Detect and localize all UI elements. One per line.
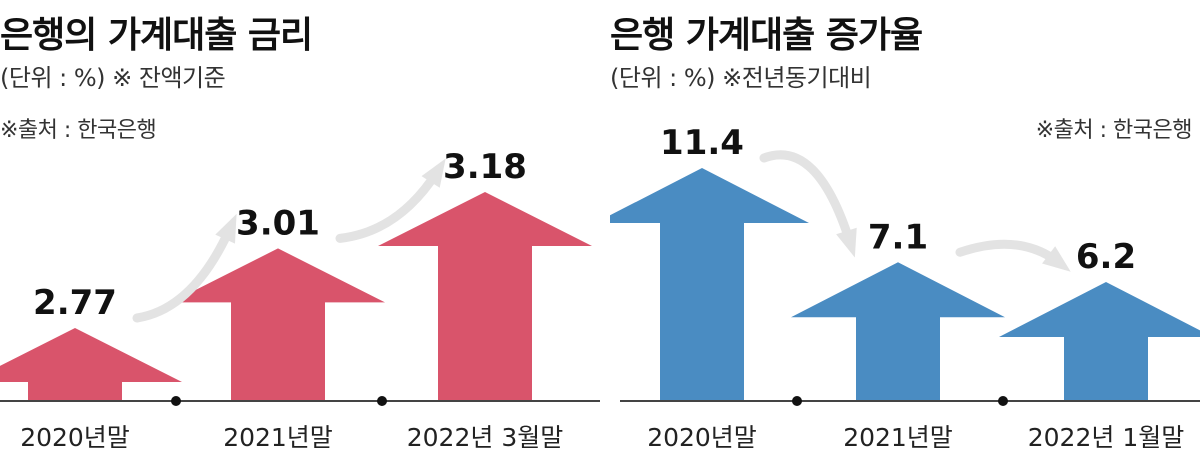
growth-category-label-3: 2022년 1월말 xyxy=(1028,423,1184,452)
rate-chart-unit-note: (단위 : %) ※ 잔액기준 xyxy=(0,64,226,92)
growth-bar-1 xyxy=(610,168,809,400)
growth-category-label-2: 2021년말 xyxy=(843,423,953,452)
growth-trend-arrowhead-1 xyxy=(836,227,857,258)
growth-chart-unit-note: (단위 : %) ※전년동기대비 xyxy=(610,64,872,92)
growth-value-label-1: 11.4 xyxy=(660,123,744,163)
rate-chart-panel: 은행의 가계대출 금리 (단위 : %) ※ 잔액기준 ※출처 : 한국은행 2… xyxy=(0,15,600,452)
growth-trend-arrowhead-2 xyxy=(1042,246,1071,272)
rate-baseline-dot-2 xyxy=(377,396,387,406)
rate-bar-1 xyxy=(0,328,182,400)
rate-value-label-3: 3.18 xyxy=(443,147,527,187)
rate-bar-3 xyxy=(378,192,592,400)
rate-trend-arrow-2 xyxy=(335,167,442,243)
rate-trend-arrow-1 xyxy=(132,223,235,323)
rate-category-label-3: 2022년 3월말 xyxy=(407,423,563,452)
rate-trend-arrowhead-2 xyxy=(421,158,446,188)
growth-trend-arrow-2 xyxy=(955,239,1063,267)
growth-value-label-2: 7.1 xyxy=(868,217,928,257)
rate-category-label-2: 2021년말 xyxy=(223,423,333,452)
rate-chart-svg: 2.77 3.01 3.18 2020년말 2021년말 2022년 3월말 xyxy=(0,147,600,452)
rate-chart-source: ※출처 : 한국은행 xyxy=(0,118,157,143)
growth-bar-3 xyxy=(999,282,1200,400)
rate-bar-2 xyxy=(171,248,385,400)
growth-trend-arrow-1 xyxy=(759,150,855,247)
growth-chart-source: ※출처 : 한국은행 xyxy=(1035,118,1193,143)
rate-value-label-1: 2.77 xyxy=(33,283,117,323)
growth-chart-panel: 은행 가계대출 증가율 (단위 : %) ※전년동기대비 ※출처 : 한국은행 … xyxy=(610,0,1200,458)
growth-baseline-dot-2 xyxy=(998,396,1008,406)
rate-chart-title: 은행의 가계대출 금리 xyxy=(0,15,313,56)
rate-trend-arrowhead-1 xyxy=(215,213,237,244)
rate-category-label-1: 2020년말 xyxy=(20,423,130,452)
growth-category-label-1: 2020년말 xyxy=(647,423,757,452)
growth-bar-2 xyxy=(791,262,1005,400)
growth-baseline-dot-1 xyxy=(792,396,802,406)
rate-baseline-dot-1 xyxy=(171,396,181,406)
growth-chart-title: 은행 가계대출 증가율 xyxy=(610,15,923,56)
rate-value-label-2: 3.01 xyxy=(236,203,320,243)
growth-value-label-3: 6.2 xyxy=(1076,237,1136,277)
growth-chart-svg: 11.4 7.1 6.2 2020년말 2021년말 2022년 1월말 xyxy=(610,123,1200,452)
